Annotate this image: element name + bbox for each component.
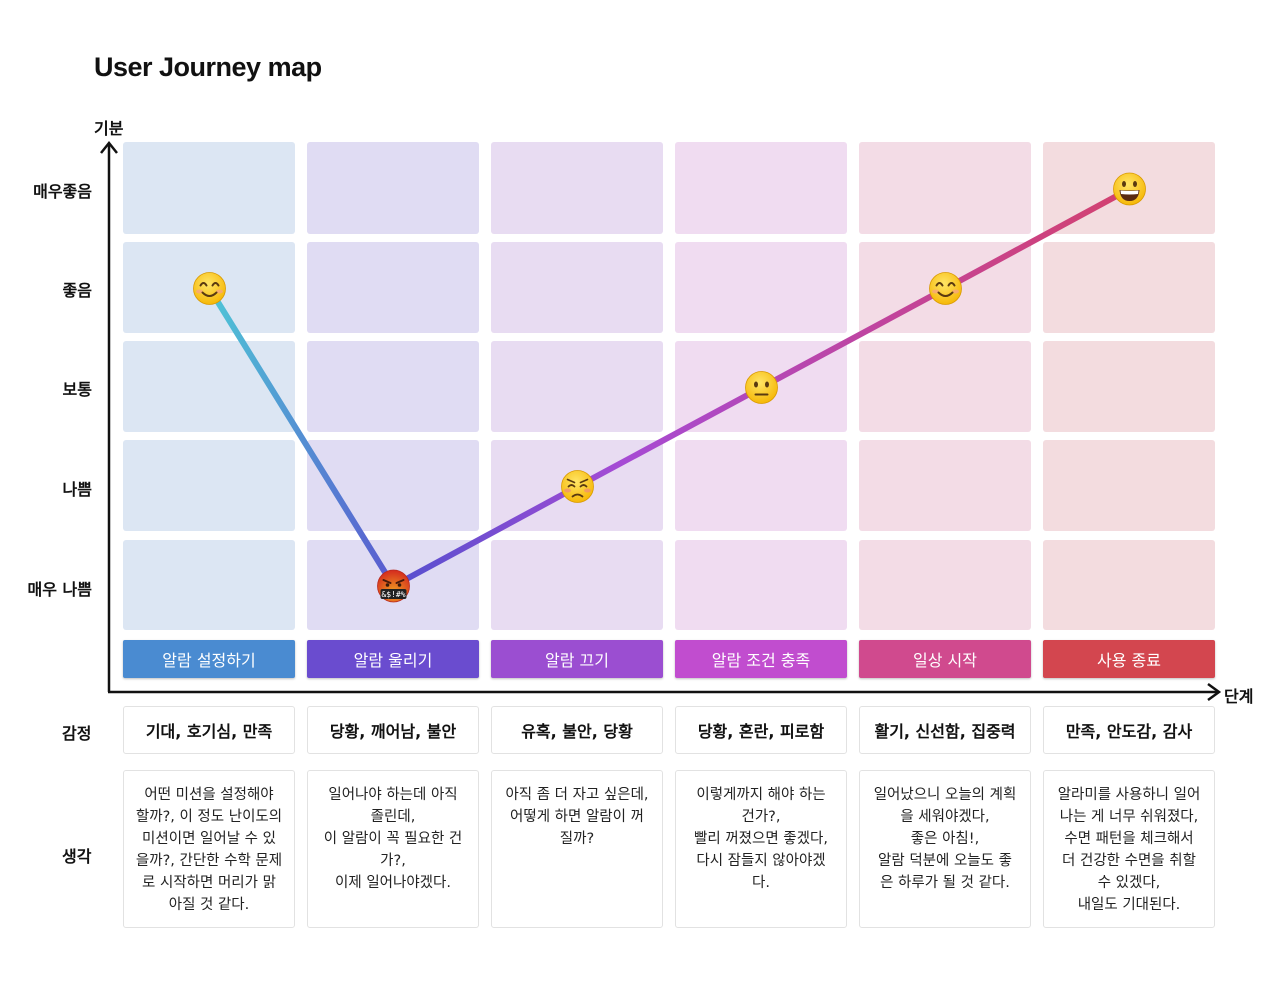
grid-cell [491, 242, 663, 333]
thought-box: 이렇게까지 해야 하는 건가?, 빨리 꺼졌으면 좋겠다, 다시 잠들지 않아야… [675, 770, 847, 928]
emotion-row-label: 감정 [62, 724, 92, 743]
y-axis-label: 기분 [94, 119, 124, 138]
grid-cell [491, 540, 663, 630]
smiling-face-icon [193, 272, 226, 305]
stage-button[interactable]: 알람 설정하기 [123, 640, 295, 678]
x-axis-arrow [1207, 682, 1222, 702]
thought-box: 아직 좀 더 자고 싶은데, 어떻게 하면 알람이 꺼 질까? [491, 770, 663, 928]
grid-cell [675, 440, 847, 531]
grid-cell [1043, 440, 1215, 531]
stage-button[interactable]: 알람 끄기 [491, 640, 663, 678]
page-title: User Journey map [94, 52, 322, 82]
stage-button[interactable]: 알람 울리기 [307, 640, 479, 678]
grid-cell [859, 341, 1031, 432]
grid-cell [1043, 242, 1215, 333]
grid-cell [307, 341, 479, 432]
x-axis-label: 단계 [1224, 687, 1254, 706]
cursing-face-icon: &$!#% [377, 569, 410, 603]
grid-cell [123, 341, 295, 432]
emotion-box: 당황, 깨어남, 불안 [307, 706, 479, 754]
stage-button[interactable]: 사용 종료 [1043, 640, 1215, 678]
grid-cell [307, 242, 479, 333]
neutral-face-icon [745, 371, 778, 404]
thought-row-label: 생각 [62, 847, 92, 866]
grid-cell [307, 142, 479, 234]
grinning-face-icon [1113, 172, 1146, 206]
emotion-box: 유혹, 불안, 당황 [491, 706, 663, 754]
emotion-box: 활기, 신선함, 집중력 [859, 706, 1031, 754]
y-level-neutral: 보통 [62, 380, 92, 399]
thought-box: 일어나야 하는데 아직 졸린데, 이 알람이 꼭 필요한 건 가?, 이제 일어… [307, 770, 479, 928]
grid-cell [675, 242, 847, 333]
y-level-very-bad: 매우 나쁨 [27, 580, 92, 599]
smiling-face-icon [929, 272, 962, 305]
stage-button[interactable]: 알람 조건 충족 [675, 640, 847, 678]
stage-button[interactable]: 일상 시작 [859, 640, 1031, 678]
grid-cell [859, 142, 1031, 234]
grid-cell [491, 341, 663, 432]
grid-cell [307, 440, 479, 531]
grid-cell [1043, 540, 1215, 630]
thought-box: 알라미를 사용하니 일어 나는 게 너무 쉬워졌다, 수면 패턴을 체크해서 더… [1043, 770, 1215, 928]
thought-box: 어떤 미션을 설정해야 할까?, 이 정도 난이도의 미션이면 일어날 수 있 … [123, 770, 295, 928]
y-axis-arrow [100, 140, 118, 154]
y-level-very-good: 매우좋음 [33, 182, 92, 201]
cursing-symbols: &$!#% [381, 590, 405, 599]
grid-cell [675, 142, 847, 234]
grid-cell [859, 440, 1031, 531]
emotion-box: 당황, 혼란, 피로함 [675, 706, 847, 754]
mood-line [206, 186, 1131, 589]
grid-cell [123, 440, 295, 531]
y-level-good: 좋음 [62, 281, 92, 300]
grid-cell [123, 142, 295, 234]
grid-cell [491, 142, 663, 234]
thought-box: 일어났으니 오늘의 계획 을 세워야겠다, 좋은 아침!, 알람 덕분에 오늘도… [859, 770, 1031, 928]
emotion-box: 기대, 호기심, 만족 [123, 706, 295, 754]
grid-cell [1043, 341, 1215, 432]
grid-cell [675, 540, 847, 630]
grid-cell [859, 540, 1031, 630]
y-level-bad: 나쁨 [62, 480, 92, 499]
weary-face-icon [561, 470, 594, 503]
emotion-box: 만족, 안도감, 감사 [1043, 706, 1215, 754]
grid-cell [123, 540, 295, 630]
